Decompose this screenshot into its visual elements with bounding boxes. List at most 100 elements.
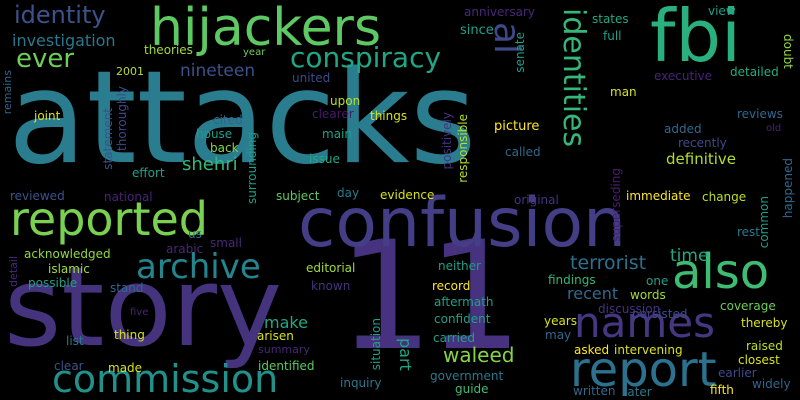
word-rest: rest bbox=[737, 225, 761, 239]
word-acknowledged: acknowledged bbox=[24, 247, 111, 261]
word-summary: summary bbox=[258, 343, 310, 356]
word-report: report bbox=[570, 342, 717, 398]
word-confusion: confusion bbox=[298, 184, 627, 263]
word-words: words bbox=[630, 288, 666, 302]
word-attacks: attacks bbox=[8, 44, 477, 193]
word-evidence: evidence bbox=[380, 188, 435, 202]
word-closest: closest bbox=[738, 353, 780, 367]
word-widely: widely bbox=[752, 377, 791, 391]
word-story: story bbox=[4, 243, 283, 371]
word-happened: happened bbox=[781, 158, 795, 219]
word-called: called bbox=[505, 145, 541, 159]
word-upon: upon bbox=[330, 94, 361, 108]
word-written: written bbox=[573, 384, 616, 398]
word-editorial: editorial bbox=[306, 261, 356, 275]
word-waleed: waleed bbox=[443, 343, 515, 367]
word-change: change bbox=[702, 190, 747, 204]
word-common: common bbox=[757, 196, 771, 249]
word-terrorist: terrorist bbox=[570, 252, 647, 274]
word-cited: cited bbox=[213, 113, 243, 127]
word-arisen: arisen bbox=[257, 329, 294, 343]
word-thoroughly: thoroughly bbox=[115, 86, 129, 151]
word-original: original bbox=[514, 193, 559, 207]
word-things: things bbox=[370, 109, 408, 123]
word-responsible: responsible bbox=[456, 114, 470, 183]
word-reported: reported bbox=[10, 192, 208, 246]
word-years: years bbox=[544, 314, 578, 328]
word-ever: ever bbox=[16, 44, 75, 74]
word-small: small bbox=[210, 236, 242, 250]
word-inquiry: inquiry bbox=[340, 376, 382, 390]
word-fifth: fifth bbox=[710, 383, 734, 397]
word-recent: recent bbox=[567, 284, 619, 303]
word-superseding: superseding bbox=[609, 168, 623, 242]
word-since: since bbox=[460, 23, 494, 38]
word-also: also bbox=[672, 244, 770, 300]
word-senate: senate bbox=[513, 32, 527, 73]
word-thing: thing bbox=[114, 328, 145, 342]
word-man: man bbox=[610, 85, 637, 99]
word-joint: joint bbox=[34, 109, 61, 123]
word-executive: executive bbox=[654, 69, 713, 83]
word-back: back bbox=[210, 141, 239, 155]
word-reviews: reviews bbox=[737, 107, 783, 121]
word-detail: detail bbox=[7, 256, 20, 287]
word-added: added bbox=[664, 122, 702, 136]
word-identity: identity bbox=[14, 1, 106, 29]
word-record: record bbox=[432, 279, 471, 293]
word-discussion: discussion bbox=[598, 302, 661, 316]
word-names: names bbox=[574, 298, 715, 347]
word-theories: theories bbox=[144, 43, 193, 57]
word-arabic: arabic bbox=[166, 242, 204, 256]
word-subject: subject bbox=[276, 189, 320, 203]
word-2001: 2001 bbox=[116, 65, 144, 78]
word-asked: asked bbox=[574, 343, 610, 357]
word-year: year bbox=[243, 47, 266, 58]
word-main: main bbox=[322, 127, 352, 141]
word-identified: identified bbox=[258, 359, 315, 373]
word-make: make bbox=[264, 313, 308, 332]
word-government: government bbox=[430, 369, 504, 383]
word-us: us bbox=[188, 227, 202, 241]
word-confident: confident bbox=[434, 312, 491, 326]
word-definitive: definitive bbox=[666, 150, 737, 168]
word-thereby: thereby bbox=[741, 316, 788, 330]
word-made: made bbox=[108, 361, 143, 375]
word-recently: recently bbox=[678, 136, 727, 150]
word-full: full bbox=[603, 29, 622, 43]
word-nineteen: nineteen bbox=[180, 61, 256, 81]
word-united: united bbox=[292, 71, 331, 85]
word-earlier: earlier bbox=[718, 366, 757, 380]
word-al: al bbox=[486, 22, 527, 55]
word-conspiracy: conspiracy bbox=[290, 41, 442, 74]
word-shehri: shehri bbox=[182, 154, 238, 175]
word-issue: issue bbox=[309, 152, 340, 166]
word-detailed: detailed bbox=[730, 65, 779, 79]
word-carried: carried bbox=[433, 331, 475, 345]
word-stand: stand bbox=[110, 281, 144, 295]
word-neither: neither bbox=[438, 259, 481, 273]
word-persisted: persisted bbox=[632, 307, 688, 321]
word-picture: picture bbox=[494, 119, 540, 134]
word-situation: situation bbox=[369, 318, 383, 371]
word-hijackers: hijackers bbox=[150, 0, 382, 58]
word-raised: raised bbox=[746, 339, 783, 353]
word-investigation: investigation bbox=[12, 31, 116, 50]
word-time: time bbox=[670, 246, 709, 266]
word-coverage: coverage bbox=[720, 299, 776, 313]
word-part: part bbox=[396, 338, 415, 371]
word-effort: effort bbox=[132, 166, 165, 180]
word-clearer: clearer bbox=[312, 107, 354, 121]
word-guide: guide bbox=[455, 382, 489, 396]
word-house: house bbox=[196, 127, 233, 141]
word-immediate: immediate bbox=[626, 189, 691, 203]
word-archive: archive bbox=[136, 247, 261, 287]
word-view: view bbox=[708, 4, 736, 18]
word-islamic: islamic bbox=[48, 262, 90, 276]
word-remains: remains bbox=[1, 70, 14, 115]
word-commission: commission bbox=[52, 357, 279, 400]
word-11: 11 bbox=[338, 210, 523, 384]
word-list: list bbox=[66, 334, 84, 348]
word-reviewed: reviewed bbox=[10, 189, 65, 203]
word-national: national bbox=[104, 190, 153, 204]
